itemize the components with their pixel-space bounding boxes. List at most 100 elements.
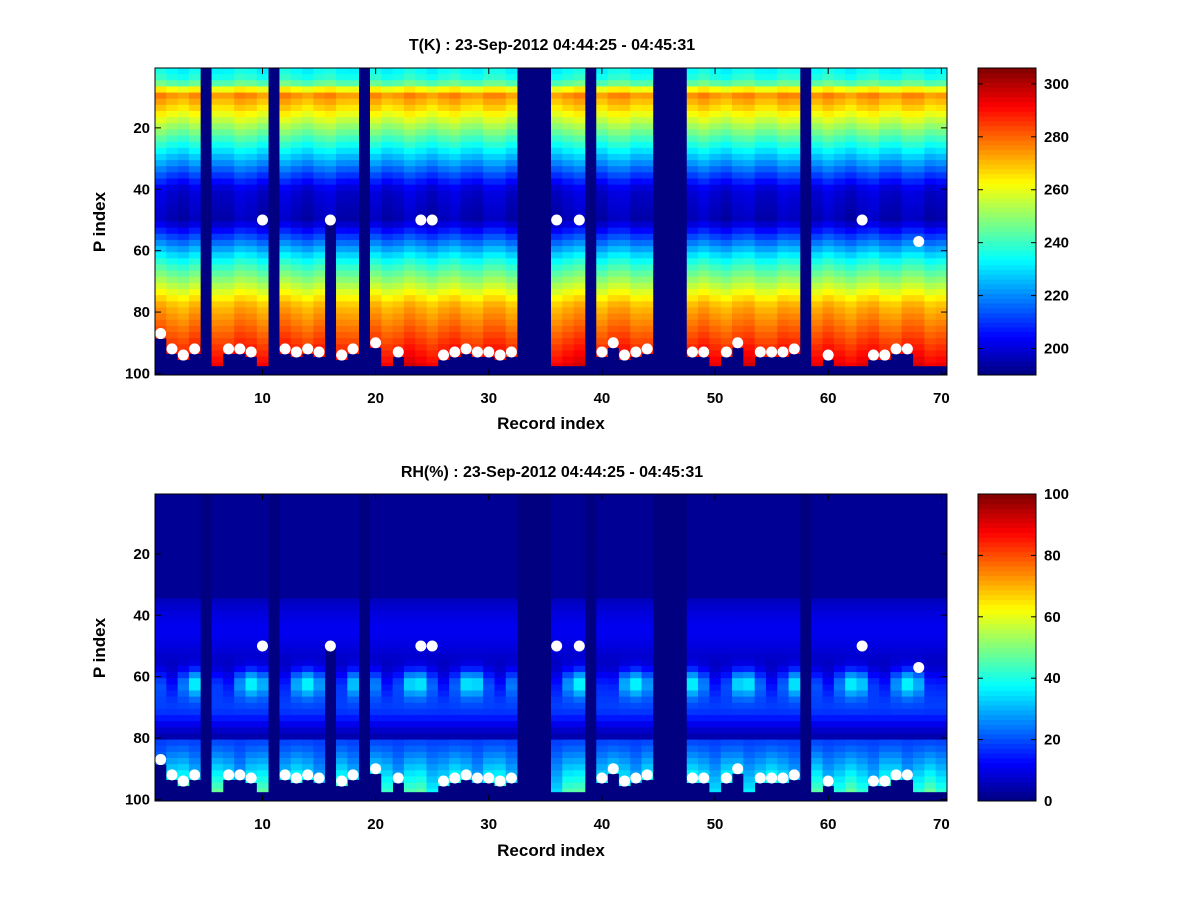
heatmap-cell (471, 233, 484, 241)
colorbar-segment (978, 207, 1036, 213)
heatmap-cell (437, 745, 450, 753)
heatmap-cell (245, 745, 258, 753)
heatmap-cell (324, 629, 337, 636)
heatmap-cell (879, 319, 891, 327)
heatmap-cell (188, 80, 201, 87)
heatmap-cell (437, 672, 450, 679)
heatmap-cell (709, 178, 722, 186)
heatmap-cell (290, 98, 303, 106)
heatmap-cell (596, 672, 608, 679)
heatmap-cell (234, 518, 246, 526)
heatmap-cell (867, 289, 880, 296)
heatmap-cell (935, 172, 948, 179)
heatmap-cell (234, 178, 246, 186)
heatmap-cell (155, 319, 167, 327)
heatmap-cell (290, 518, 303, 526)
heatmap-cell (166, 264, 179, 272)
heatmap-cell (403, 567, 416, 575)
heatmap-cell (483, 561, 495, 569)
heatmap-cell (188, 579, 201, 587)
heatmap-cell (155, 653, 167, 661)
heatmap-cell (234, 129, 246, 136)
heatmap-cell (483, 246, 495, 253)
heatmap-cell (279, 68, 292, 75)
heatmap-cell (256, 586, 269, 593)
heatmap-cell (856, 227, 869, 235)
heatmap-cell (449, 227, 461, 235)
heatmap-cell (913, 135, 925, 143)
heatmap-cell (381, 301, 393, 308)
heatmap-cell (234, 221, 246, 229)
heatmap-cell (607, 592, 620, 599)
heatmap-cell (607, 659, 620, 667)
heatmap-cell (551, 123, 563, 130)
heatmap-cell (177, 598, 190, 605)
heatmap-cell (720, 653, 733, 661)
heatmap-cell (369, 518, 382, 526)
heatmap-cell (562, 147, 575, 155)
heatmap-cell (415, 276, 427, 284)
heatmap-cell (381, 295, 393, 302)
heatmap-cell (177, 172, 190, 179)
heatmap-cell (324, 166, 337, 173)
heatmap-cell (336, 221, 348, 229)
heatmap-cell (698, 758, 710, 765)
heatmap-cell (573, 184, 586, 192)
heatmap-cell (924, 344, 937, 351)
heatmap-cell (347, 555, 360, 562)
heatmap-cell (709, 708, 722, 716)
heatmap-cell (392, 270, 405, 278)
heatmap-cell (245, 727, 258, 734)
heatmap-cell (155, 123, 167, 130)
heatmap-cell (551, 494, 563, 501)
heatmap-cell (913, 172, 925, 179)
heatmap-cell (460, 586, 473, 593)
heatmap-cell (483, 160, 495, 167)
heatmap-cell (879, 104, 891, 112)
heatmap-cell (313, 696, 326, 704)
heatmap-cell (732, 282, 744, 290)
heatmap-cell (833, 282, 846, 290)
humidity-panel: RH(%) : 23-Sep-2012 04:44:25 - 04:45:31 … (90, 464, 1069, 860)
heatmap-column-69 (924, 68, 937, 367)
heatmap-cell (437, 270, 450, 278)
heatmap-cell (607, 629, 620, 636)
heatmap-cell (630, 246, 642, 253)
heatmap-column-51 (720, 494, 733, 783)
heatmap-cell (788, 104, 801, 112)
heatmap-cell (290, 616, 303, 624)
heatmap-cell (313, 313, 326, 321)
heatmap-cell (336, 739, 348, 747)
heatmap-cell (336, 561, 348, 569)
heatmap-cell (720, 543, 733, 550)
heatmap-cell (460, 246, 473, 253)
heatmap-cell (211, 325, 224, 333)
heatmap-cell (392, 160, 405, 167)
heatmap-cell (347, 641, 360, 648)
heatmap-cell (596, 696, 608, 704)
heatmap-cell (607, 739, 620, 747)
heatmap-cell (867, 74, 880, 81)
heatmap-cell (392, 246, 405, 253)
heatmap-cell (245, 604, 258, 612)
heatmap-cell (596, 80, 608, 87)
colorbar-segment (978, 168, 1036, 175)
heatmap-cell (245, 270, 258, 278)
heatmap-cell (618, 573, 631, 581)
heatmap-column-42 (618, 494, 631, 787)
heatmap-cell (347, 282, 360, 290)
heatmap-cell (437, 258, 450, 265)
heatmap-cell (403, 301, 416, 308)
heatmap-cell (607, 252, 620, 259)
heatmap-cell (618, 739, 631, 747)
heatmap-cell (302, 727, 314, 734)
heatmap-cell (618, 196, 631, 204)
heatmap-cell (177, 758, 190, 765)
heatmap-cell (313, 282, 326, 290)
heatmap-cell (618, 702, 631, 710)
heatmap-cell (324, 135, 337, 143)
heatmap-cell (573, 506, 586, 513)
heatmap-cell (596, 86, 608, 93)
heatmap-cell (166, 586, 179, 593)
heatmap-cell (460, 221, 473, 229)
